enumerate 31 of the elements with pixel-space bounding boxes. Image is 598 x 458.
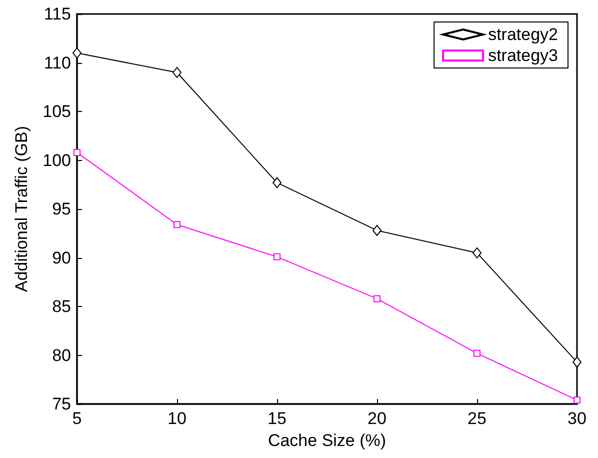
point: [474, 350, 480, 357]
x-tick-label: 5: [72, 409, 82, 428]
point: [172, 67, 182, 78]
y-tick-label: 100: [42, 150, 71, 170]
point: [274, 253, 280, 260]
x-axis-title: Cache Size (%): [268, 430, 386, 450]
y-tick-label: 95: [52, 200, 71, 218]
x-tick-label: 10: [168, 409, 186, 428]
y-tick-label: 90: [52, 248, 71, 268]
point: [272, 177, 282, 188]
point: [72, 48, 82, 58]
legend-label: strategy2: [488, 25, 558, 44]
point: [574, 396, 580, 404]
point: [572, 356, 582, 368]
y-axis-title: Additional Traffic (GB): [12, 126, 31, 292]
x-tick-label: 15: [268, 409, 286, 428]
y-tick-label: 105: [42, 102, 71, 121]
x-tick-label: 20: [368, 409, 386, 428]
legend-label: strategy3: [488, 46, 558, 65]
point: [472, 247, 482, 258]
point: [374, 295, 380, 302]
point: [372, 224, 382, 236]
point: [74, 148, 80, 156]
x-tick-label: 30: [568, 409, 586, 428]
y-tick-label: 85: [52, 297, 71, 316]
y-tick-label: 80: [52, 346, 71, 365]
y-tick-label: 75: [52, 394, 71, 414]
y-tick-label: 115: [44, 4, 71, 24]
x-tick-label: 25: [468, 409, 486, 428]
point: [174, 221, 180, 228]
y-tick-label: 110: [44, 53, 71, 72]
